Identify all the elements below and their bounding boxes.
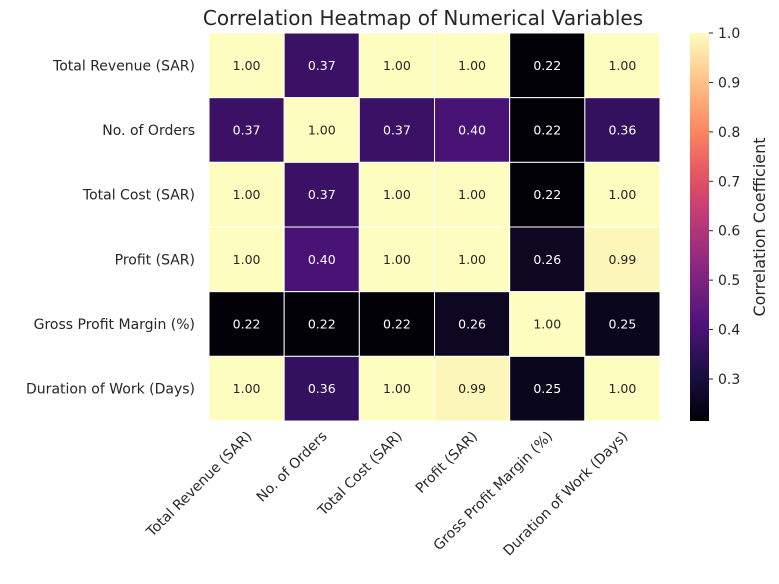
heatmap-cell bbox=[358, 32, 436, 99]
heatmap-cell bbox=[283, 97, 360, 163]
heatmap-cell bbox=[283, 161, 360, 228]
heatmap-cell bbox=[584, 32, 661, 99]
cell-value-label: 1.00 bbox=[233, 381, 261, 396]
heatmap-cell bbox=[509, 226, 586, 293]
y-tick-label: Profit (SAR) bbox=[115, 252, 195, 268]
cell-value-label: 1.00 bbox=[383, 252, 411, 267]
chart-title: Correlation Heatmap of Numerical Variabl… bbox=[203, 6, 643, 30]
cell-value-label: 1.00 bbox=[308, 123, 336, 138]
heatmap-cell bbox=[208, 355, 285, 422]
y-tick-label: Duration of Work (Days) bbox=[26, 382, 195, 398]
cell-value-label: 0.22 bbox=[533, 187, 561, 202]
heatmap-cell bbox=[434, 355, 511, 422]
heatmap-cell bbox=[434, 32, 511, 99]
x-tick-label: Duration of Work (Days) bbox=[500, 429, 631, 560]
colorbar-tick-label: 0.8 bbox=[718, 125, 740, 141]
cell-value-label: 1.00 bbox=[383, 381, 411, 396]
colorbar bbox=[690, 33, 709, 421]
heatmap-cell bbox=[434, 291, 511, 357]
y-tick-label: Total Cost (SAR) bbox=[82, 188, 195, 204]
cell-value-label: 1.00 bbox=[383, 187, 411, 202]
heatmap-cell bbox=[509, 355, 586, 422]
cell-value-label: 0.40 bbox=[458, 123, 486, 138]
colorbar-ticks: 0.3 0.4 0.5 0.6 0.7 0.8 0.9 1.0 bbox=[709, 26, 740, 388]
cell-value-label: 0.37 bbox=[308, 58, 336, 73]
cell-value-label: 1.00 bbox=[233, 58, 261, 73]
cell-value-label: 0.26 bbox=[533, 252, 561, 267]
cell-value-label: 1.00 bbox=[383, 58, 411, 73]
heatmap-cell bbox=[509, 291, 586, 357]
cell-value-label: 0.26 bbox=[458, 317, 486, 332]
heatmap-cell bbox=[208, 291, 285, 357]
colorbar-tick-label: 1.0 bbox=[718, 26, 740, 42]
heatmap-cell bbox=[434, 226, 511, 293]
colorbar-tick-label: 0.7 bbox=[718, 174, 740, 190]
heatmap-cell bbox=[509, 161, 586, 228]
y-tick-label: Total Revenue (SAR) bbox=[52, 58, 195, 74]
heatmap-cell bbox=[358, 226, 436, 293]
x-tick-label: Total Revenue (SAR) bbox=[143, 429, 255, 541]
cell-value-label: 0.37 bbox=[383, 123, 411, 138]
heatmap-cell bbox=[434, 97, 511, 163]
cell-value-label: 0.36 bbox=[308, 381, 336, 396]
cell-value-label: 0.40 bbox=[308, 252, 336, 267]
cell-value-label: 1.00 bbox=[609, 187, 637, 202]
colorbar-tick-label: 0.4 bbox=[718, 323, 740, 339]
heatmap-cell bbox=[208, 32, 285, 99]
cell-value-label: 0.36 bbox=[609, 123, 637, 138]
cell-value-label: 1.00 bbox=[458, 187, 486, 202]
heatmap-cell bbox=[208, 226, 285, 293]
heatmap-cell bbox=[434, 161, 511, 228]
colorbar-tick-label: 0.9 bbox=[718, 75, 740, 91]
heatmap-cell bbox=[584, 355, 661, 422]
cell-value-label: 0.22 bbox=[383, 317, 411, 332]
cell-value-label: 0.37 bbox=[233, 123, 261, 138]
heatmap-cell bbox=[584, 161, 661, 228]
heatmap-cell bbox=[283, 32, 360, 99]
colorbar-label: Correlation Coefficient bbox=[750, 137, 769, 316]
cell-value-label: 1.00 bbox=[609, 58, 637, 73]
y-tick-label: Gross Profit Margin (%) bbox=[34, 317, 195, 333]
cell-value-label: 0.25 bbox=[609, 317, 637, 332]
cell-value-label: 1.00 bbox=[458, 58, 486, 73]
cell-value-label: 1.00 bbox=[233, 252, 261, 267]
x-tick-label: No. of Orders bbox=[254, 429, 331, 506]
y-tick-label: No. of Orders bbox=[102, 123, 195, 139]
heatmap-cell bbox=[358, 291, 436, 357]
cell-value-label: 0.22 bbox=[533, 58, 561, 73]
cell-value-label: 0.22 bbox=[308, 317, 336, 332]
x-tick-label: Profit (SAR) bbox=[413, 429, 481, 497]
cell-value-label: 1.00 bbox=[609, 381, 637, 396]
heatmap-cell bbox=[283, 226, 360, 293]
heatmap-cell bbox=[584, 226, 661, 293]
cell-value-label: 0.22 bbox=[233, 317, 261, 332]
cell-value-label: 0.99 bbox=[609, 252, 637, 267]
cell-value-label: 0.37 bbox=[308, 187, 336, 202]
colorbar-tick-label: 0.6 bbox=[718, 224, 740, 240]
cell-value-label: 1.00 bbox=[233, 187, 261, 202]
y-axis-labels: Total Revenue (SAR) No. of Orders Total Co… bbox=[26, 58, 195, 397]
colorbar-tick-label: 0.3 bbox=[718, 372, 740, 388]
cell-value-label: 0.22 bbox=[533, 123, 561, 138]
heatmap-cells: 1.00 0.37 1.00 1.00 0.22 1.00 0.37 1.00 0.37 0.40… bbox=[208, 32, 661, 422]
cell-value-label: 1.00 bbox=[458, 252, 486, 267]
colorbar-tick-label: 0.5 bbox=[718, 273, 740, 289]
cell-value-label: 0.25 bbox=[533, 381, 561, 396]
cell-value-label: 0.99 bbox=[458, 381, 486, 396]
cell-value-label: 1.00 bbox=[533, 317, 561, 332]
heatmap-cell bbox=[584, 97, 661, 163]
heatmap-cell bbox=[584, 291, 661, 357]
